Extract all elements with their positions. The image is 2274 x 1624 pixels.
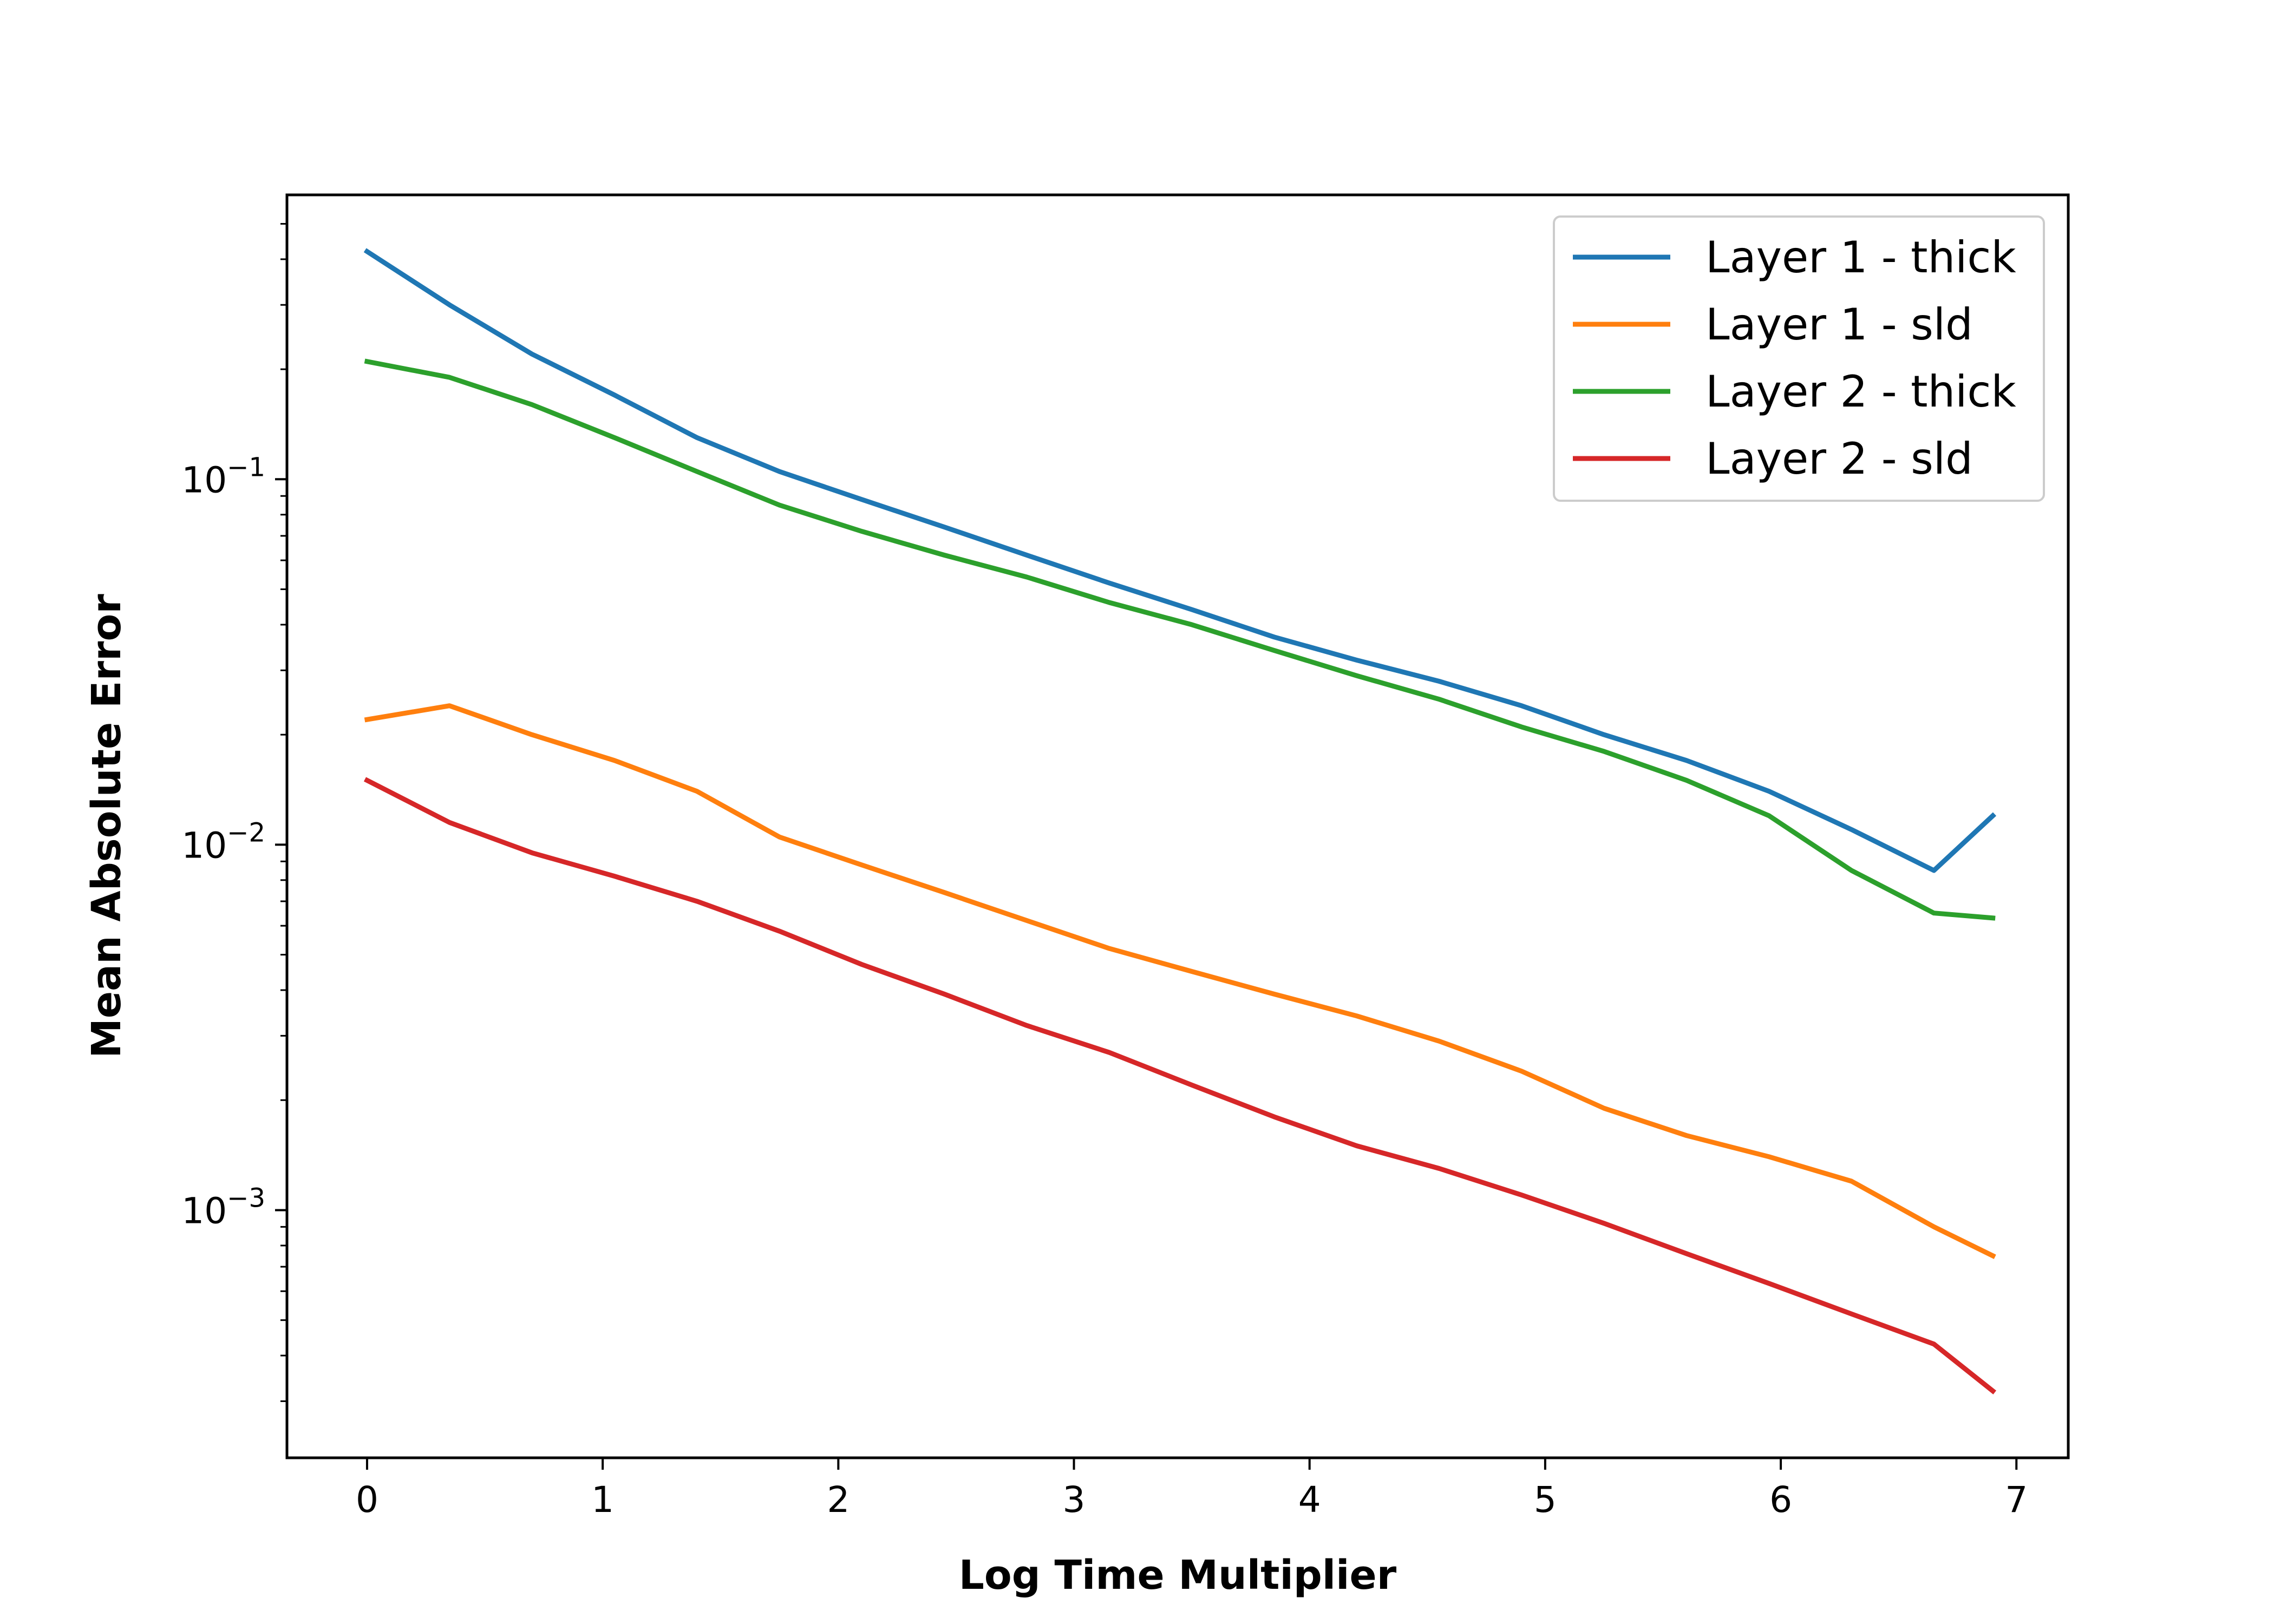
plot-area-frame [285,193,2070,1459]
series-line-layer-2-sld [363,777,1997,1394]
y-tick-label: 10−2 [181,817,265,866]
y-axis-ticks: 10−1 10−2 10−3 [181,222,287,1402]
y-tick-label: 10−3 [181,1183,265,1232]
y-axis-label: Mean Absolute Error [83,594,130,1058]
x-tick-label: 3 [1063,1479,1086,1521]
legend-box [1553,215,2045,502]
legend-label-layer-1-sld: Layer 1 - sld [1706,299,1973,350]
series-layer [363,248,1997,1394]
legend-items: Layer 1 - thick Layer 1 - sld Layer 2 - th… [1573,232,2016,484]
legend: Layer 1 - thick Layer 1 - sld Layer 2 - th… [1553,215,2045,502]
x-tick-label: 7 [2005,1479,2028,1521]
legend-label-layer-2-sld: Layer 2 - sld [1706,434,1973,484]
series-line-layer-1-sld [364,703,1996,1259]
x-axis-ticks: 0 1 2 3 4 5 6 7 [356,1458,2028,1521]
legend-label-layer-2-thick: Layer 2 - thick [1706,366,2016,417]
x-axis-label: Log Time Multiplier [959,1552,1397,1599]
x-tick-label: 6 [1769,1479,1792,1521]
x-tick-label: 2 [827,1479,850,1521]
x-tick-label: 0 [356,1479,378,1521]
x-tick-label: 4 [1298,1479,1321,1521]
legend-label-layer-1-thick: Layer 1 - thick [1706,232,2016,283]
series-line-layer-1-thick [363,248,1997,873]
series-line-layer-2-thick [364,358,1996,921]
y-tick-label: 10−1 [181,452,265,501]
x-tick-label: 5 [1534,1479,1557,1521]
x-tick-label: 1 [591,1479,614,1521]
